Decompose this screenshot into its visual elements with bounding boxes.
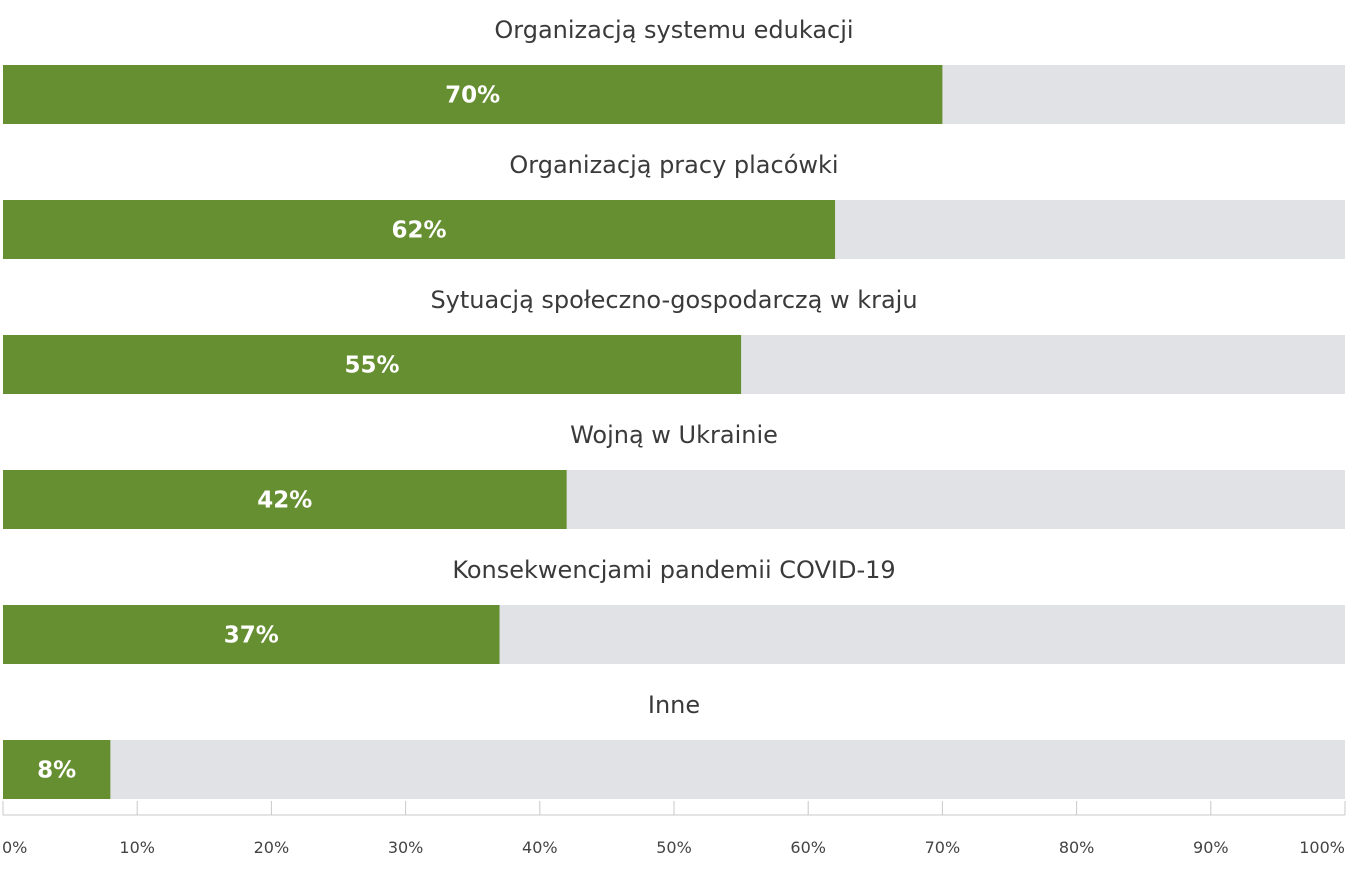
- bar-row: Organizacją systemu edukacji 70%: [3, 16, 1345, 124]
- value-label: 37%: [224, 623, 279, 649]
- x-tick-label: 0%: [2, 838, 27, 857]
- category-label: Organizacją systemu edukacji: [494, 16, 853, 44]
- x-tick-label: 80%: [1059, 838, 1095, 857]
- bar: [3, 200, 836, 259]
- category-label: Wojną w Ukrainie: [570, 421, 778, 449]
- x-tick-label: 30%: [388, 838, 424, 857]
- bar-track: [3, 740, 1345, 799]
- x-tick-label: 50%: [656, 838, 692, 857]
- x-tick-label: 40%: [522, 838, 558, 857]
- value-label: 8%: [37, 758, 76, 784]
- bars-layer: Organizacją systemu edukacji70%Organizac…: [3, 16, 1345, 799]
- x-axis: 0% 10% 20% 30% 40% 50% 60% 70% 80% 90% 100%: [2, 801, 1346, 857]
- x-tick-label: 60%: [790, 838, 826, 857]
- x-tick-label: 70%: [925, 838, 961, 857]
- bar-row: Wojną w Ukrainie 42%: [3, 421, 1345, 529]
- category-label: Sytuacją społeczno-gospodarczą w kraju: [430, 286, 917, 314]
- value-label: 70%: [445, 83, 500, 109]
- bar-row: Sytuacją społeczno-gospodarczą w kraju 55…: [3, 286, 1345, 394]
- category-label: Inne: [648, 691, 700, 719]
- value-label: 42%: [257, 488, 312, 514]
- bar-row: Konsekwencjami pandemii COVID-19 37%: [3, 556, 1345, 664]
- bar-row: Organizacją pracy placówki 62%: [3, 151, 1345, 259]
- category-label: Organizacją pracy placówki: [509, 151, 838, 179]
- bar: [3, 335, 742, 394]
- bar: [3, 65, 943, 124]
- bar: [3, 605, 500, 664]
- x-tick-label: 90%: [1193, 838, 1229, 857]
- value-label: 55%: [345, 353, 400, 379]
- x-tick-label: 100%: [1299, 838, 1345, 857]
- bar: [3, 740, 111, 799]
- bar: [3, 470, 567, 529]
- x-tick-label: 10%: [119, 838, 155, 857]
- bar-row: Inne 8%: [3, 691, 1345, 799]
- value-label: 62%: [391, 218, 446, 244]
- x-tick-label: 20%: [254, 838, 290, 857]
- category-label: Konsekwencjami pandemii COVID-19: [452, 556, 895, 584]
